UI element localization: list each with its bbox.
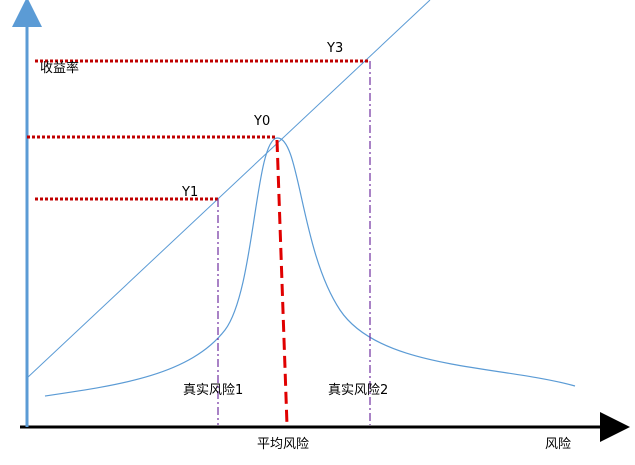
return-line <box>26 0 431 379</box>
y-axis-label: 收益率 <box>40 60 79 76</box>
risk-label: 真实风险2 <box>328 383 388 398</box>
risk-curve <box>44 137 576 397</box>
point-label: Y0 <box>253 114 270 129</box>
risk-label: 真实风险1 <box>183 383 243 398</box>
risk-label: 平均风险 <box>257 437 309 452</box>
point-label: Y1 <box>181 185 198 200</box>
point-label: Y3 <box>326 41 343 56</box>
x-axis-label: 风险 <box>545 437 571 452</box>
average-risk-line <box>275 139 289 426</box>
